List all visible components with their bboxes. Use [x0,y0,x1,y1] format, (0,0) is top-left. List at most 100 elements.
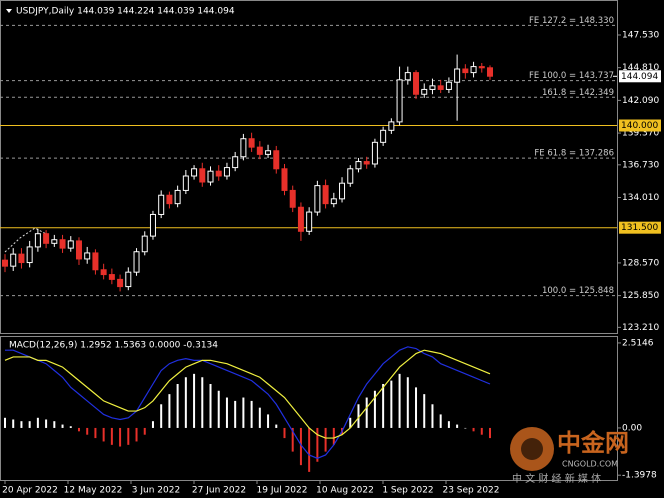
histogram-bar [373,390,376,428]
candle-body [454,68,461,83]
x-tick-label: 27 Jun 2022 [192,486,246,496]
slogan: 中 文 财 经 新 媒 体 [512,472,601,485]
price-label: 144.094 [621,72,658,82]
candle-body [371,141,378,165]
histogram-bar [61,424,64,428]
candle-body [265,150,272,155]
histogram-bar [456,424,459,428]
candle-body [191,168,198,177]
candle-body [404,72,411,81]
chart-title: USDJPY,Daily 144.039 144.224 144.039 144… [16,7,235,17]
main-pane [0,0,618,334]
candle-body [133,251,140,273]
candle-body [34,233,41,248]
x-tick-label: 23 Sep 2022 [442,486,499,496]
y-tick-label: 134.010 [622,193,659,203]
histogram-bar [45,419,48,428]
candle-body [125,271,132,288]
histogram-bar [36,417,39,428]
histogram-bar [258,407,261,428]
histogram-bar [283,427,286,439]
x-tick-label: 3 Jun 2022 [132,486,180,496]
histogram-bar [193,373,196,428]
histogram-bar [168,394,171,428]
x-tick-label: 10 Aug 2022 [316,486,374,496]
histogram-bar [415,387,418,428]
y-tick-label: 136.730 [622,160,659,170]
histogram-bar [28,421,31,428]
histogram-bar [184,377,187,428]
trend-line [4,227,51,253]
histogram-bar [77,427,80,432]
candle-body [223,167,230,177]
candle-body [289,189,296,208]
histogram-bar [267,414,270,428]
site: CNGOLD.COM [562,460,618,469]
histogram-bar [110,427,113,445]
candle-body [429,85,436,90]
histogram-bar [53,421,56,428]
candle-body [67,240,74,249]
y-tick-label: 144.810 [622,63,659,73]
y-tick-label: -1.3978 [622,471,657,481]
candle-body [149,213,156,237]
histogram-bar [69,426,72,428]
candle-body [84,252,91,260]
y-tick-label: 2.5146 [622,338,654,348]
candle-body [297,206,304,232]
candle-body [445,81,452,90]
candle-body [199,168,206,183]
x-tick-label: 12 May 2022 [64,486,123,496]
histogram-bar [127,427,130,445]
level-tag [619,119,661,132]
price-tag [619,70,661,83]
histogram-bar [143,427,146,435]
histogram-bar [357,404,360,428]
candle-body [232,156,239,169]
candle-body [100,269,107,276]
histogram-bar [365,397,368,428]
histogram-bar [225,397,228,428]
histogram-bar [94,427,97,439]
histogram-bar [316,427,319,462]
candle-body [108,274,115,280]
candle-body [248,138,255,148]
histogram-bar [135,427,138,442]
macd-title: MACD(12,26,9) 1.2952 1.5363 0.0000 -0.31… [9,341,218,351]
candle-body [256,146,263,155]
histogram-bar [250,400,253,428]
histogram-bar [176,384,179,428]
candle-body [355,161,362,170]
y-tick-label: 125.850 [622,291,659,301]
candle-body [26,246,33,264]
candle-body [413,72,420,95]
fib-label: FE 127.2 = 148.330 [529,16,614,26]
macd-line [4,349,491,439]
histogram-bar [209,384,212,428]
fib-label: 100.0 = 125.848 [542,286,614,296]
candle-body [347,168,354,184]
candle-body [281,168,288,191]
histogram-bar [242,397,245,428]
candle-body [2,259,8,267]
watermark: 中金网 CNGOLD.COM 中 文 财 经 新 媒 体 [510,427,629,485]
candle-body [314,185,321,213]
histogram-bar [201,377,204,428]
histogram-bar [464,427,467,429]
candle-body [43,233,50,244]
histogram-bar [489,427,491,439]
histogram-bar [4,417,6,428]
candle-body [166,194,173,205]
x-tick-label: 1 Sep 2022 [382,486,433,496]
histogram-bar [447,421,450,428]
candle-body [92,252,99,271]
histogram-bar [332,427,335,445]
candle-body [141,235,148,253]
fib-label: FE 61.8 = 137.286 [534,149,614,159]
histogram-bar [308,427,311,472]
histogram-bar [234,400,237,428]
candle-body [437,85,444,90]
histogram-bar [12,419,15,428]
candle-body [421,88,428,95]
histogram-bar [480,427,483,435]
